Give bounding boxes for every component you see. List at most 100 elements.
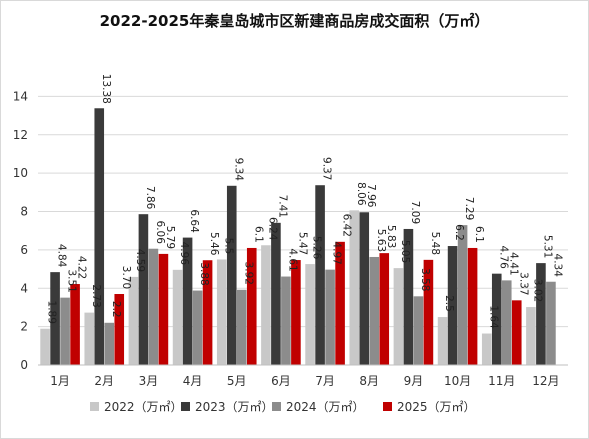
y-tick-label: 6 [20, 243, 28, 257]
bar [491, 273, 502, 365]
bar [84, 312, 95, 365]
data-label: 3.58 [419, 268, 431, 291]
chart-title: 2022-2025年秦皇岛城市区新建商品房成交面积（万㎡） [99, 12, 490, 30]
data-label: 4.34 [551, 254, 563, 278]
data-label: 7.96 [365, 184, 377, 208]
data-label: 4.76 [497, 245, 509, 269]
bar [359, 212, 370, 365]
data-label: 5.26 [311, 236, 323, 260]
bar [158, 253, 169, 365]
data-labels: 1.89 4.843.514.222.73 13.38 2.2 3.704.59 7.86… [46, 74, 564, 329]
data-label: 8.06 [355, 182, 367, 206]
bar [501, 280, 512, 365]
bar [40, 328, 50, 365]
data-label: 6.42 [341, 214, 353, 237]
data-label: 5.05 [399, 240, 411, 263]
gridlines [38, 95, 568, 328]
bar [281, 276, 291, 365]
legend-swatch [272, 402, 281, 411]
bar [172, 269, 183, 365]
bar [335, 241, 345, 365]
x-tick-label: 11月 [488, 374, 515, 388]
bar [349, 210, 360, 365]
data-label: 3.70 [120, 266, 132, 289]
data-label: 1.89 [46, 301, 58, 324]
bar [182, 237, 193, 365]
bar [305, 264, 315, 365]
data-label: 4.97 [331, 241, 343, 264]
data-label: 2.5 [443, 295, 455, 312]
data-label: 3.51 [66, 269, 78, 292]
bar [467, 247, 478, 365]
x-tick-label: 3月 [139, 374, 159, 388]
bar [423, 259, 434, 365]
bar [403, 228, 414, 365]
x-tick-label: 1月 [50, 374, 70, 388]
x-tick-label: 2月 [94, 374, 114, 388]
x-tick-label: 12月 [532, 374, 559, 388]
legend-swatch [383, 402, 392, 411]
x-axis: 1月 2月 3月 4月 5月 6月 7月 8月 9月 10月 11月 12月 [38, 364, 568, 388]
data-label: 3.37 [517, 272, 529, 295]
legend-label: 2025（万㎡） [397, 400, 476, 414]
y-axis-ticks: 0 2 4 6 8 10 12 14 [13, 89, 28, 372]
data-label: 4.96 [178, 242, 190, 266]
x-tick-label: 6月 [271, 374, 291, 388]
data-label: 9.37 [321, 157, 333, 180]
data-label: 4.84 [56, 244, 68, 268]
data-label: 6.24 [266, 217, 278, 241]
bar [104, 322, 115, 365]
x-tick-label: 8月 [359, 374, 379, 388]
bar [447, 246, 458, 365]
bar [481, 333, 492, 365]
legend-label: 2023（万㎡） [195, 400, 274, 414]
data-label: 13.38 [100, 74, 112, 104]
data-label: 9.34 [232, 158, 244, 182]
data-label: 6.64 [188, 209, 200, 233]
data-label: 2.2 [110, 301, 122, 318]
bar [325, 269, 335, 365]
bar [369, 256, 380, 365]
x-tick-label: 4月 [183, 374, 203, 388]
bar [94, 108, 105, 366]
y-tick-label: 2 [20, 320, 28, 334]
bar [511, 300, 522, 365]
bar [246, 247, 257, 365]
data-label: 7.29 [463, 197, 475, 220]
data-label: 6.1 [252, 226, 264, 243]
bar [148, 248, 159, 365]
y-tick-label: 4 [20, 281, 28, 295]
bar [202, 260, 213, 365]
bar [315, 185, 325, 365]
data-label: 3.92 [242, 262, 254, 285]
bar [192, 290, 203, 365]
data-label: 4.41 [507, 252, 519, 275]
data-label: 5.31 [541, 235, 553, 258]
data-label: 3.02 [531, 279, 543, 302]
bar [128, 276, 139, 365]
bar [536, 263, 546, 365]
x-tick-label: 9月 [404, 374, 424, 388]
data-label: 5.83 [385, 225, 397, 248]
data-label: 3.88 [198, 262, 210, 285]
bar [216, 259, 227, 365]
data-label: 5.79 [164, 226, 176, 249]
bar [413, 296, 424, 365]
data-label: 7.41 [276, 195, 288, 218]
bar [546, 281, 556, 365]
bar [138, 214, 149, 365]
data-label: 6.1 [473, 226, 485, 243]
y-tick-label: 0 [20, 358, 28, 372]
data-label: 2.73 [90, 284, 102, 307]
x-tick-label: 7月 [315, 374, 335, 388]
bar [50, 272, 60, 365]
y-tick-label: 8 [20, 205, 28, 219]
y-tick-label: 12 [13, 128, 28, 142]
data-label: 5.47 [296, 232, 308, 255]
legend: 2022（万㎡） 2023（万㎡） 2024（万㎡） 2025（万㎡） [90, 400, 476, 414]
legend-swatch [181, 402, 190, 411]
bar [271, 222, 281, 365]
legend-label: 2022（万㎡） [104, 400, 183, 414]
x-tick-label: 10月 [444, 374, 471, 388]
bar [60, 297, 70, 365]
